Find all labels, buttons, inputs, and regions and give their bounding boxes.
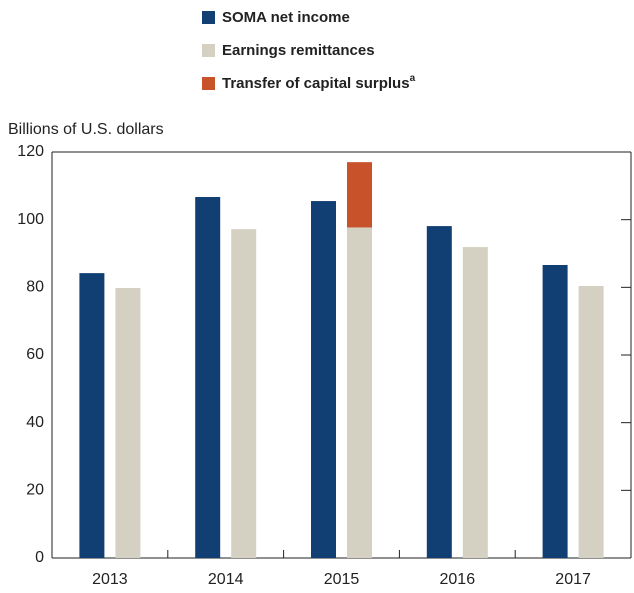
bar bbox=[231, 229, 257, 558]
legend-footnote: a bbox=[410, 73, 416, 84]
legend-label: Earnings remittances bbox=[222, 42, 375, 59]
y-tick-label: 100 bbox=[17, 211, 44, 228]
y-tick-label: 60 bbox=[26, 346, 44, 363]
legend-text: Earnings remittances bbox=[222, 42, 375, 59]
legend-label: Transfer of capital surplusa bbox=[222, 73, 416, 92]
y-tick-label: 40 bbox=[26, 414, 44, 431]
bar bbox=[542, 265, 568, 558]
x-tick-label: 2016 bbox=[440, 571, 476, 588]
legend-swatch bbox=[202, 11, 215, 24]
legend-text: SOMA net income bbox=[222, 9, 350, 26]
legend-swatch bbox=[202, 77, 215, 90]
legend-text: Transfer of capital surplus bbox=[222, 75, 410, 92]
bar bbox=[311, 201, 336, 558]
bar bbox=[347, 227, 372, 558]
bar bbox=[578, 285, 604, 558]
y-tick-label: 80 bbox=[26, 279, 44, 296]
y-tick-label: 0 bbox=[35, 549, 44, 566]
y-tick-label: 120 bbox=[17, 143, 44, 160]
bar bbox=[347, 162, 372, 228]
bar bbox=[462, 247, 488, 559]
bar bbox=[115, 288, 141, 558]
bar bbox=[195, 196, 221, 558]
bar bbox=[426, 226, 452, 558]
x-tick-label: 2015 bbox=[324, 571, 360, 588]
x-tick-label: 2017 bbox=[555, 571, 591, 588]
x-tick-label: 2014 bbox=[208, 571, 244, 588]
legend-label: SOMA net income bbox=[222, 9, 350, 26]
y-axis-label: Billions of U.S. dollars bbox=[8, 121, 164, 138]
x-tick-label: 2013 bbox=[92, 571, 128, 588]
y-tick-label: 20 bbox=[26, 482, 44, 499]
legend-swatch bbox=[202, 44, 215, 57]
bar bbox=[79, 273, 105, 558]
